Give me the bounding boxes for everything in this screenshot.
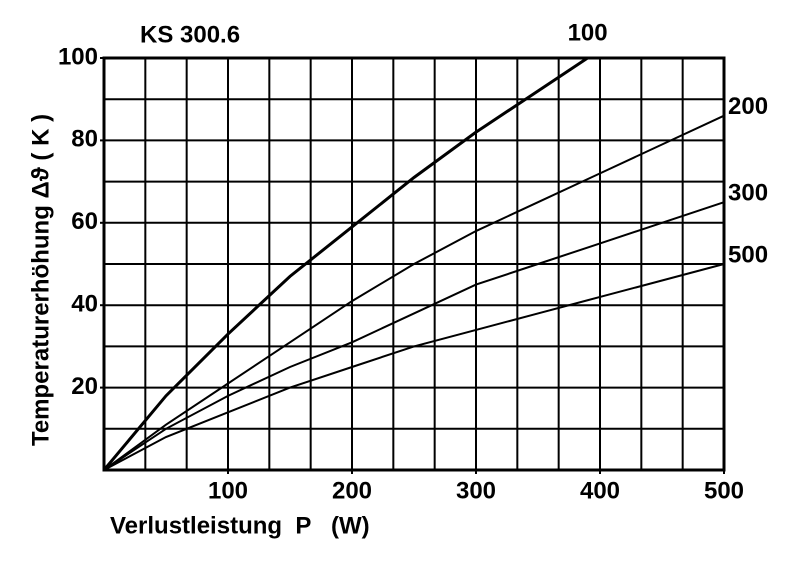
series-label: 300 [728, 180, 768, 207]
y-tick-label: 80 [71, 126, 98, 153]
y-tick-label: 100 [58, 43, 98, 70]
x-tick-label: 100 [208, 477, 248, 504]
x-tick-label: 500 [704, 477, 744, 504]
x-tick-label: 200 [332, 477, 372, 504]
y-axis-label: Temperaturerhöhung Δϑ ( K ) [27, 114, 54, 446]
series-line [102, 56, 589, 471]
series-line [103, 263, 725, 471]
x-tick-label: 400 [580, 477, 620, 504]
series-label: 200 [728, 93, 768, 120]
series-line [103, 201, 725, 471]
y-tick-label: 40 [71, 291, 98, 318]
series-label: 500 [728, 241, 768, 268]
series-line [103, 114, 725, 471]
x-axis-label: Verlustleistung P (W) [110, 512, 370, 539]
chart-title: KS 300.6 [140, 21, 240, 48]
y-tick-label: 60 [71, 208, 98, 235]
y-tick-label: 20 [71, 373, 98, 400]
x-tick-label: 300 [456, 477, 496, 504]
series-label: 100 [568, 19, 608, 46]
